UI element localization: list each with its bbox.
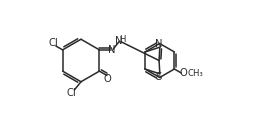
Text: N: N: [115, 36, 123, 46]
Text: S: S: [156, 72, 162, 82]
Text: H: H: [119, 34, 125, 44]
Text: O: O: [180, 68, 187, 78]
Text: Cl: Cl: [48, 38, 58, 48]
Text: N: N: [155, 39, 163, 49]
Text: N: N: [108, 45, 116, 55]
Text: Cl: Cl: [67, 88, 76, 98]
Text: O: O: [103, 74, 111, 84]
Text: CH₃: CH₃: [188, 69, 204, 78]
